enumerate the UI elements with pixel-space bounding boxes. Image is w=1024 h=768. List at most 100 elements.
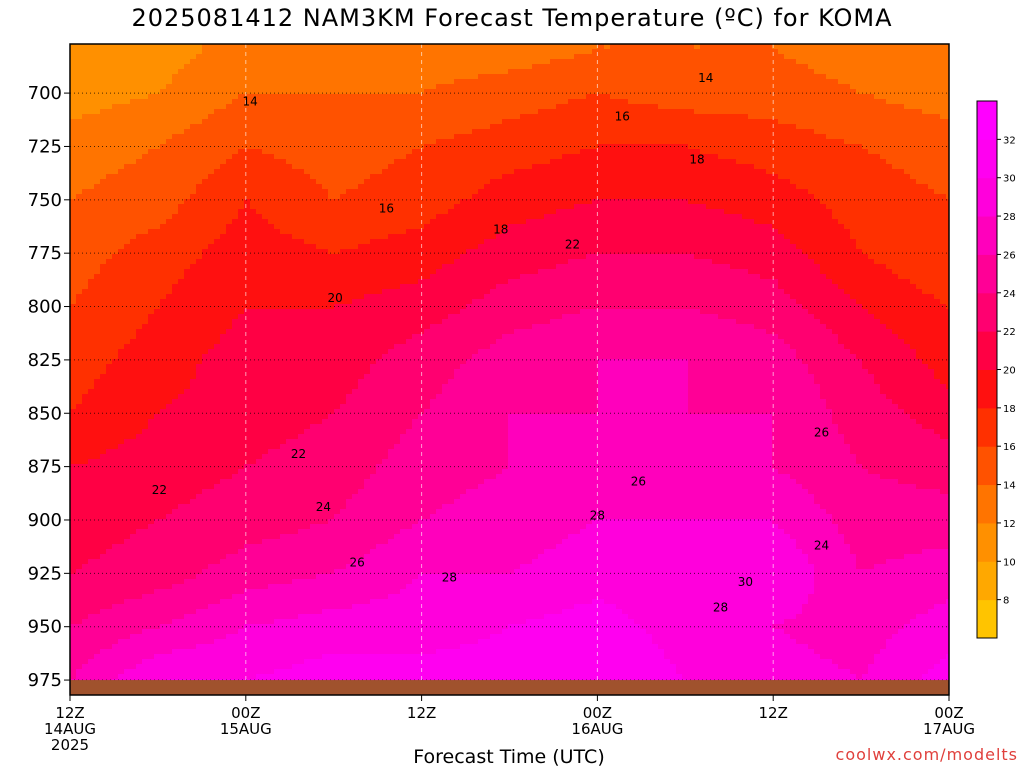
heat-cell <box>316 69 323 75</box>
heat-cell <box>388 144 395 150</box>
heat-cell <box>670 159 677 165</box>
heat-cell <box>754 94 761 100</box>
heat-cell <box>688 124 695 130</box>
heat-cell <box>346 64 353 70</box>
heat-cell <box>142 69 149 75</box>
heat-cell <box>106 164 113 170</box>
heat-cell <box>634 189 641 195</box>
heat-cell <box>556 84 563 90</box>
heat-cell <box>340 164 347 170</box>
heat-cell <box>256 174 263 180</box>
heat-cell <box>856 64 863 70</box>
heat-cell <box>502 149 509 155</box>
heat-cell <box>568 44 575 50</box>
heat-cell <box>496 119 503 125</box>
heat-cell <box>364 59 371 65</box>
heat-cell <box>478 59 485 65</box>
heat-cell <box>610 59 617 65</box>
heat-cell <box>916 84 923 90</box>
heat-cell <box>622 139 629 145</box>
heat-cell <box>166 104 173 110</box>
heat-cell <box>112 144 119 150</box>
heat-cell <box>82 194 89 200</box>
heat-cell <box>388 54 395 60</box>
heat-cell <box>394 134 401 140</box>
heat-cell <box>784 79 791 85</box>
heat-cell <box>844 149 851 155</box>
heat-cell <box>100 154 107 160</box>
heat-cell <box>826 189 833 195</box>
heat-cell <box>262 169 269 175</box>
heat-cell <box>706 164 713 170</box>
heat-cell <box>700 124 707 130</box>
heat-cell <box>454 49 461 55</box>
heat-cell <box>172 89 179 95</box>
heat-cell <box>430 84 437 90</box>
heat-cell <box>940 144 947 150</box>
heat-cell <box>826 69 833 75</box>
heat-cell <box>454 179 461 185</box>
heat-cell <box>562 84 569 90</box>
heat-cell <box>484 84 491 90</box>
heat-cell <box>694 134 701 140</box>
heat-cell <box>652 69 659 75</box>
heat-cell <box>238 119 245 125</box>
heat-cell <box>424 79 431 85</box>
heat-cell <box>838 69 845 75</box>
heat-cell <box>940 164 947 170</box>
heat-cell <box>730 184 737 190</box>
heat-cell <box>802 204 809 210</box>
heat-cell <box>172 44 179 50</box>
heat-cell <box>754 124 761 130</box>
heat-cell <box>232 84 239 90</box>
heat-cell <box>886 129 893 135</box>
heat-cell <box>784 44 791 50</box>
heat-cell <box>586 129 593 135</box>
heat-cell <box>112 99 119 105</box>
heat-cell <box>130 54 137 60</box>
heat-cell <box>544 64 551 70</box>
heat-cell <box>88 204 95 210</box>
heat-cell <box>496 134 503 140</box>
heat-cell <box>724 144 731 150</box>
heat-cell <box>826 209 833 215</box>
heat-cell <box>616 69 623 75</box>
heat-cell <box>508 79 515 85</box>
heat-cell <box>784 154 791 160</box>
heat-cell <box>820 174 827 180</box>
heat-cell <box>640 59 647 65</box>
heat-cell <box>256 59 263 65</box>
heat-cell <box>124 134 131 140</box>
heat-cell <box>940 49 947 55</box>
heat-cell <box>610 174 617 180</box>
heat-cell <box>538 189 545 195</box>
heat-cell <box>400 169 407 175</box>
heat-cell <box>484 89 491 95</box>
heat-cell <box>934 174 941 180</box>
heat-cell <box>652 134 659 140</box>
heat-cell <box>202 159 209 165</box>
heat-cell <box>808 164 815 170</box>
heat-cell <box>484 154 491 160</box>
heat-cell <box>196 129 203 135</box>
heat-cell <box>826 179 833 185</box>
heat-cell <box>820 189 827 195</box>
heat-cell <box>190 79 197 85</box>
heat-cell <box>508 149 515 155</box>
heat-cell <box>238 149 245 155</box>
heat-cell <box>796 199 803 205</box>
heat-cell <box>214 54 221 60</box>
heat-cell <box>538 104 545 110</box>
heat-cell <box>856 109 863 115</box>
heat-cell <box>124 99 131 105</box>
heat-cell <box>70 139 77 145</box>
heat-cell <box>670 54 677 60</box>
heat-cell <box>808 159 815 165</box>
heat-cell <box>574 179 581 185</box>
heat-cell <box>448 134 455 140</box>
heat-cell <box>94 179 101 185</box>
heat-cell <box>898 139 905 145</box>
heat-cell <box>274 189 281 195</box>
heat-cell <box>922 194 929 200</box>
heat-cell <box>382 164 389 170</box>
